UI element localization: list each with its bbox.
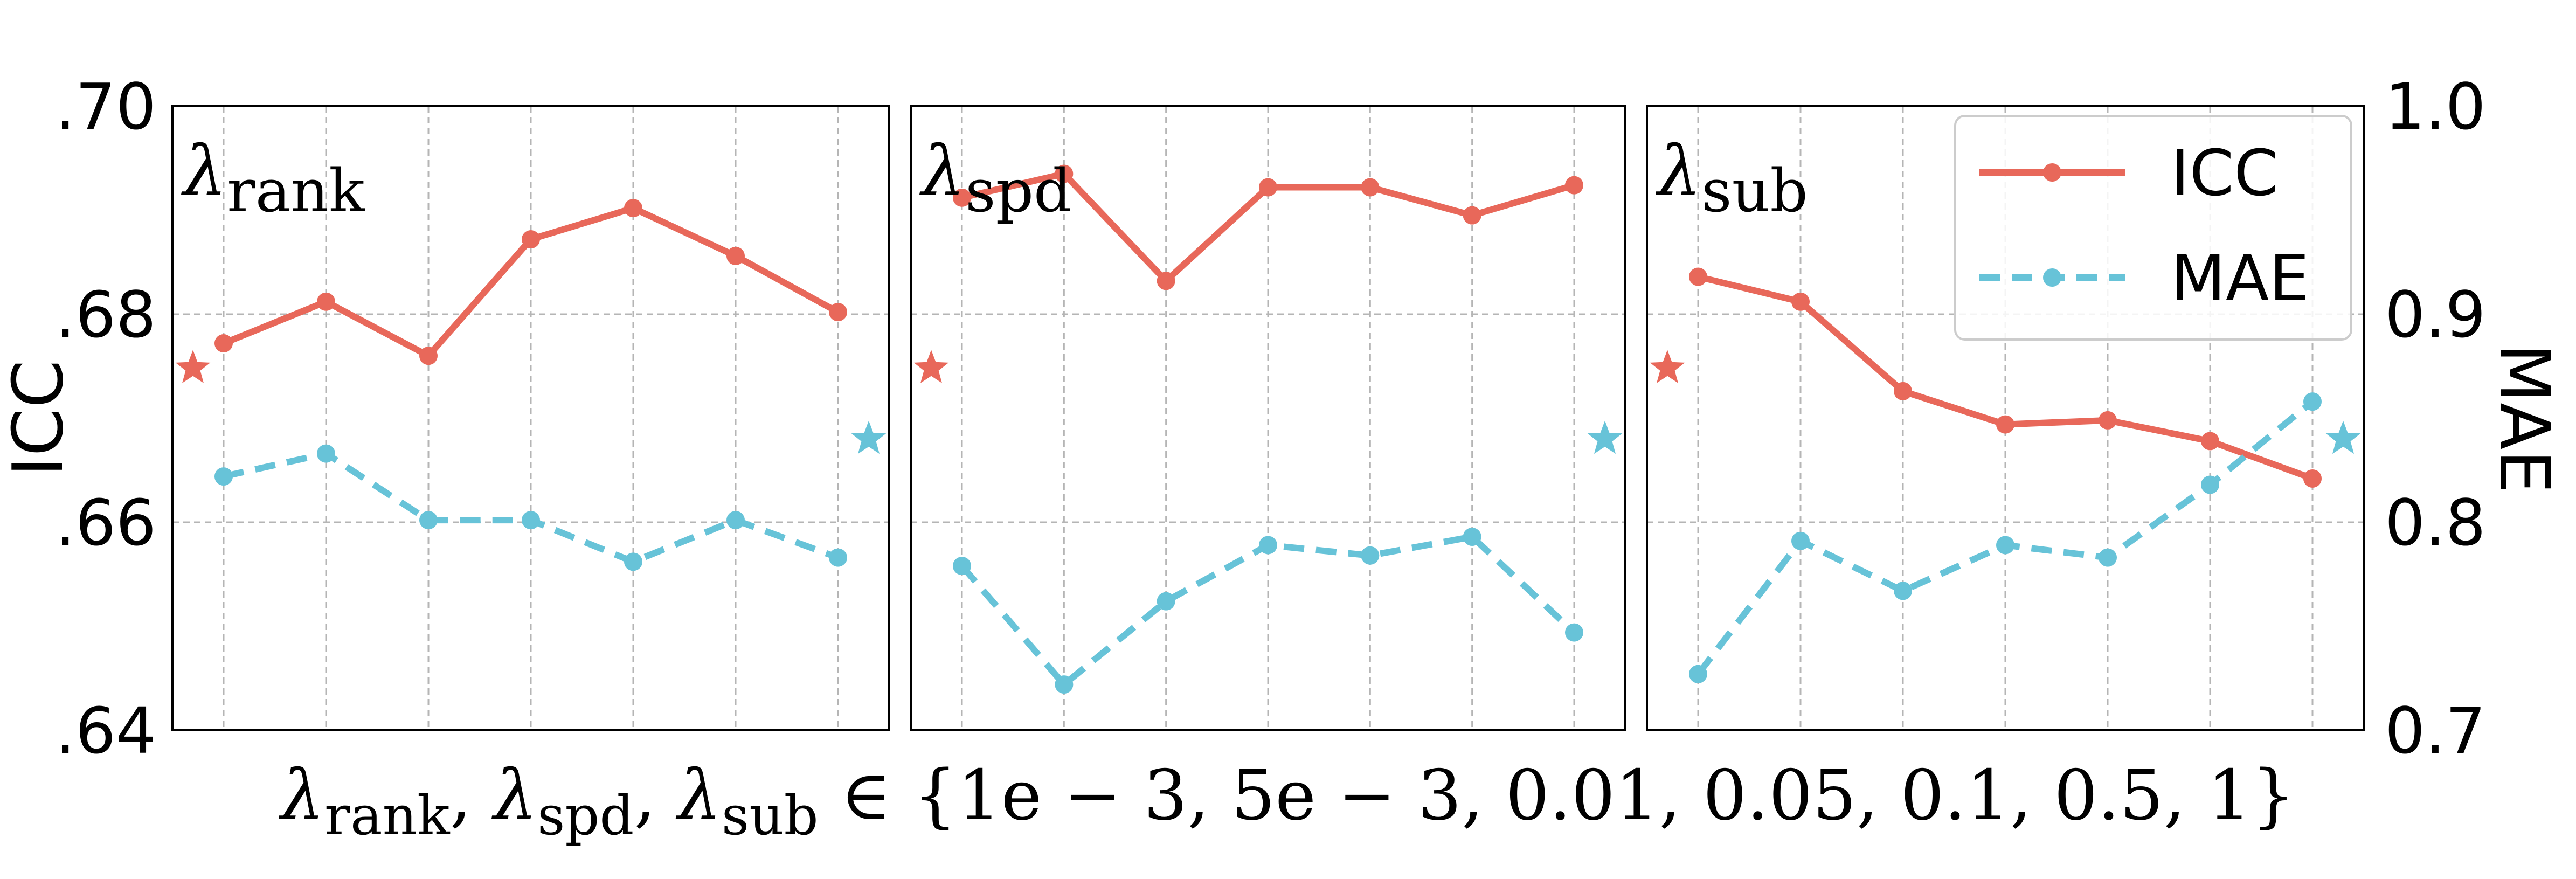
mae-reference-star [2325,420,2361,454]
mae-reference-star [1587,420,1623,454]
icc-point [726,246,745,265]
y-axis-label-right: MAE [2484,343,2564,494]
icc-point [2201,432,2219,451]
panel-title-subscript: rank [227,156,365,225]
icc-point [317,292,335,311]
mae-point [1565,623,1583,642]
panel-title-subscript: sub [1701,156,1808,225]
icc-point [214,334,233,353]
legend-label: ICC [2171,136,2279,210]
legend-label: MAE [2171,241,2309,315]
panel-title-symbol: λ [1655,131,1701,212]
mae-point [1894,582,1912,600]
mae-reference-star [851,420,887,454]
icc-point [829,303,847,322]
y-tick-label-right: 0.8 [2385,486,2486,560]
mae-point [1463,528,1481,546]
icc-point [1259,178,1277,197]
y-tick-label-left: .68 [55,278,156,352]
mae-point [2099,548,2117,567]
panel-title-symbol: λ [919,131,965,212]
mae-point [317,444,335,463]
panels: λrank λspd λsub [171,105,2365,731]
icc-legend-marker [2043,163,2061,182]
panel-title: λrank [181,131,365,225]
icc-point [1791,292,1810,311]
icc-point [1565,176,1583,195]
panel-frame [171,105,890,731]
x-label-part: , [450,756,494,836]
icc-reference-star [175,350,211,383]
mae-point [1259,536,1277,555]
panel-rank: λrank [171,105,890,731]
icc-point [1894,382,1912,400]
mae-point [214,467,233,486]
x-label-part: λ [278,756,324,836]
right-y-axis: 0.7 0.8 0.9 1.0 [2385,70,2486,768]
icc-point [1996,415,2014,434]
mae-point [1055,675,1074,694]
legend: ICC MAE [1954,115,2352,341]
icc-point [953,188,971,207]
panel-sub: λsub [1646,105,2365,731]
icc-point [1055,164,1074,183]
y-tick-label-left: .64 [55,694,156,768]
mae-point [953,557,971,576]
x-label-subscript: sub [722,784,819,847]
left-y-axis: .64 .66 .68 .70 [55,70,156,768]
icc-point [1689,267,1707,286]
icc-point [2303,469,2322,488]
x-label-subscript: spd [537,784,634,847]
mae-legend-marker [2043,268,2061,287]
y-axis-label-left: ICC [0,360,79,477]
icc-point [624,199,642,218]
panel-title-subscript: spd [965,156,1071,225]
mae-point [522,511,540,530]
icc-point [2099,411,2117,430]
mae-point [2201,475,2219,494]
y-tick-label-right: 1.0 [2385,70,2486,144]
icc-point [419,347,438,365]
mae-point [1689,665,1707,683]
y-tick-label-right: 0.9 [2385,278,2486,352]
y-tick-label-left: .70 [55,70,156,144]
x-label-part: , [634,756,677,836]
mae-point [419,511,438,530]
icc-point [522,230,540,249]
y-tick-label-left: .66 [55,486,156,560]
x-label-part: λ [491,756,537,836]
icc-reference-star [1650,350,1685,383]
grid [1647,106,2364,730]
x-label-part: λ [675,756,722,836]
icc-point [1463,206,1481,225]
mae-point [1791,531,1810,550]
x-axis-label: λrank, λspd, λsub ∈ {1e − 3, 5e − 3, 0.0… [278,756,2295,847]
icc-point [1157,272,1175,290]
mae-point [1996,536,2014,555]
panel-title: λsub [1655,131,1808,225]
icc-point [1361,178,1380,197]
panel-spd: λspd [910,105,1626,731]
x-label-part: ∈ {1e − 3, 5e − 3, 0.01, 0.05, 0.1, 0.5,… [819,756,2295,836]
mae-point [624,552,642,571]
mae-point [829,548,847,567]
panel-frame [910,105,1626,731]
mae-point [2303,392,2322,411]
mae-point [726,511,745,530]
grid [172,106,889,730]
panel-title: λspd [919,131,1071,225]
x-label-subscript: rank [324,784,451,847]
y-tick-label-right: 0.7 [2385,694,2486,768]
panel-frame [1646,105,2365,731]
mae-point [1361,546,1380,565]
mae-point [1157,592,1175,611]
icc-reference-star [913,350,949,383]
panel-title-symbol: λ [181,131,227,212]
